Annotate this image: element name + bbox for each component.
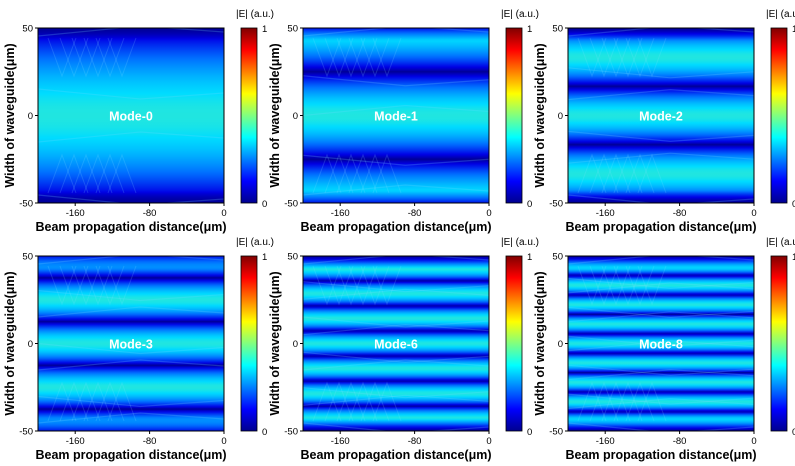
colorbar-title: |E| (a.u.) — [766, 9, 795, 20]
y-tick-label: 50 — [287, 24, 298, 35]
x-tick-label: 0 — [221, 208, 226, 219]
x-tick-label: 0 — [221, 436, 226, 447]
x-tick-label: -160 — [331, 436, 350, 447]
colorbar-title: |E| (a.u.) — [236, 9, 274, 20]
interference-streaks — [568, 256, 754, 431]
mode-label: Mode-8 — [639, 338, 683, 352]
mode-label: Mode-2 — [639, 110, 683, 124]
colorbar-title: |E| (a.u.) — [501, 9, 539, 20]
y-tick-label: 0 — [293, 339, 298, 350]
x-axis-label: Beam propagation distance(μm) — [565, 220, 756, 234]
mode-label: Mode-3 — [109, 338, 153, 352]
x-tick-label: -80 — [143, 436, 157, 447]
x-axis-label: Beam propagation distance(μm) — [35, 448, 226, 462]
colorbar-max-label: 1 — [262, 24, 267, 35]
colorbar-max-label: 1 — [527, 252, 532, 263]
x-tick-label: 0 — [486, 436, 491, 447]
y-axis-label: Width of waveguide(μm) — [533, 43, 547, 187]
x-tick-label: -160 — [66, 436, 85, 447]
colorbar — [505, 27, 523, 204]
y-tick-label: -50 — [284, 427, 298, 438]
colorbar-min-label: 0 — [792, 199, 795, 210]
interference-streaks — [303, 256, 489, 431]
colorbar-min-label: 0 — [527, 199, 532, 210]
y-tick-label: 50 — [552, 24, 563, 35]
x-tick-label: 0 — [486, 208, 491, 219]
interference-streaks — [303, 28, 489, 196]
y-tick-label: 0 — [28, 111, 33, 122]
x-axis-label: Beam propagation distance(μm) — [35, 220, 226, 234]
x-tick-label: -80 — [408, 208, 422, 219]
y-axis-label: Width of waveguide(μm) — [533, 271, 547, 415]
colorbar-max-label: 1 — [262, 252, 267, 263]
x-tick-label: -160 — [66, 208, 85, 219]
x-tick-label: -160 — [331, 208, 350, 219]
mode-label: Mode-0 — [109, 110, 153, 124]
y-tick-label: -50 — [549, 199, 563, 210]
y-tick-label: -50 — [549, 427, 563, 438]
x-tick-label: 0 — [751, 208, 756, 219]
colorbar — [770, 27, 788, 204]
interference-streaks — [568, 28, 754, 203]
y-axis-label: Width of waveguide(μm) — [268, 43, 282, 187]
colorbar-min-label: 0 — [262, 427, 267, 438]
field-intensity-map — [303, 28, 489, 203]
y-tick-label: 50 — [287, 252, 298, 263]
field-intensity-map — [568, 256, 754, 431]
field-intensity-map — [38, 256, 224, 431]
y-tick-label: 50 — [22, 252, 33, 263]
interference-streaks — [38, 28, 224, 203]
y-axis-label: Width of waveguide(μm) — [3, 43, 17, 187]
colorbar — [505, 255, 523, 432]
x-tick-label: -160 — [596, 436, 615, 447]
y-tick-label: 50 — [552, 252, 563, 263]
x-tick-label: -80 — [408, 436, 422, 447]
y-tick-label: 0 — [558, 111, 563, 122]
colorbar — [240, 27, 258, 204]
colorbar — [770, 255, 788, 432]
x-tick-label: -160 — [596, 208, 615, 219]
colorbar-min-label: 0 — [792, 427, 795, 438]
x-tick-label: -80 — [673, 208, 687, 219]
y-tick-label: 0 — [558, 339, 563, 350]
y-tick-label: 0 — [293, 111, 298, 122]
colorbar-min-label: 0 — [262, 199, 267, 210]
field-intensity-map — [303, 256, 489, 431]
colorbar-title: |E| (a.u.) — [501, 237, 539, 248]
y-tick-label: 50 — [22, 24, 33, 35]
y-tick-label: 0 — [28, 339, 33, 350]
x-tick-label: -80 — [143, 208, 157, 219]
y-tick-label: -50 — [19, 199, 33, 210]
colorbar-title: |E| (a.u.) — [236, 237, 274, 248]
colorbar — [240, 255, 258, 432]
colorbar-min-label: 0 — [527, 427, 532, 438]
y-tick-label: -50 — [284, 199, 298, 210]
colorbar-max-label: 1 — [527, 24, 532, 35]
x-tick-label: 0 — [751, 436, 756, 447]
y-axis-label: Width of waveguide(μm) — [3, 271, 17, 415]
colorbar-max-label: 1 — [792, 24, 795, 35]
y-axis-label: Width of waveguide(μm) — [268, 271, 282, 415]
colorbar-max-label: 1 — [792, 252, 795, 263]
x-tick-label: -80 — [673, 436, 687, 447]
y-tick-label: -50 — [19, 427, 33, 438]
x-axis-label: Beam propagation distance(μm) — [565, 448, 756, 462]
field-intensity-map — [38, 28, 224, 203]
mode-label: Mode-6 — [374, 338, 418, 352]
mode-label: Mode-1 — [374, 110, 418, 124]
x-axis-label: Beam propagation distance(μm) — [300, 448, 491, 462]
x-axis-label: Beam propagation distance(μm) — [300, 220, 491, 234]
field-intensity-map — [568, 28, 754, 203]
colorbar-title: |E| (a.u.) — [766, 237, 795, 248]
interference-streaks — [38, 256, 224, 424]
